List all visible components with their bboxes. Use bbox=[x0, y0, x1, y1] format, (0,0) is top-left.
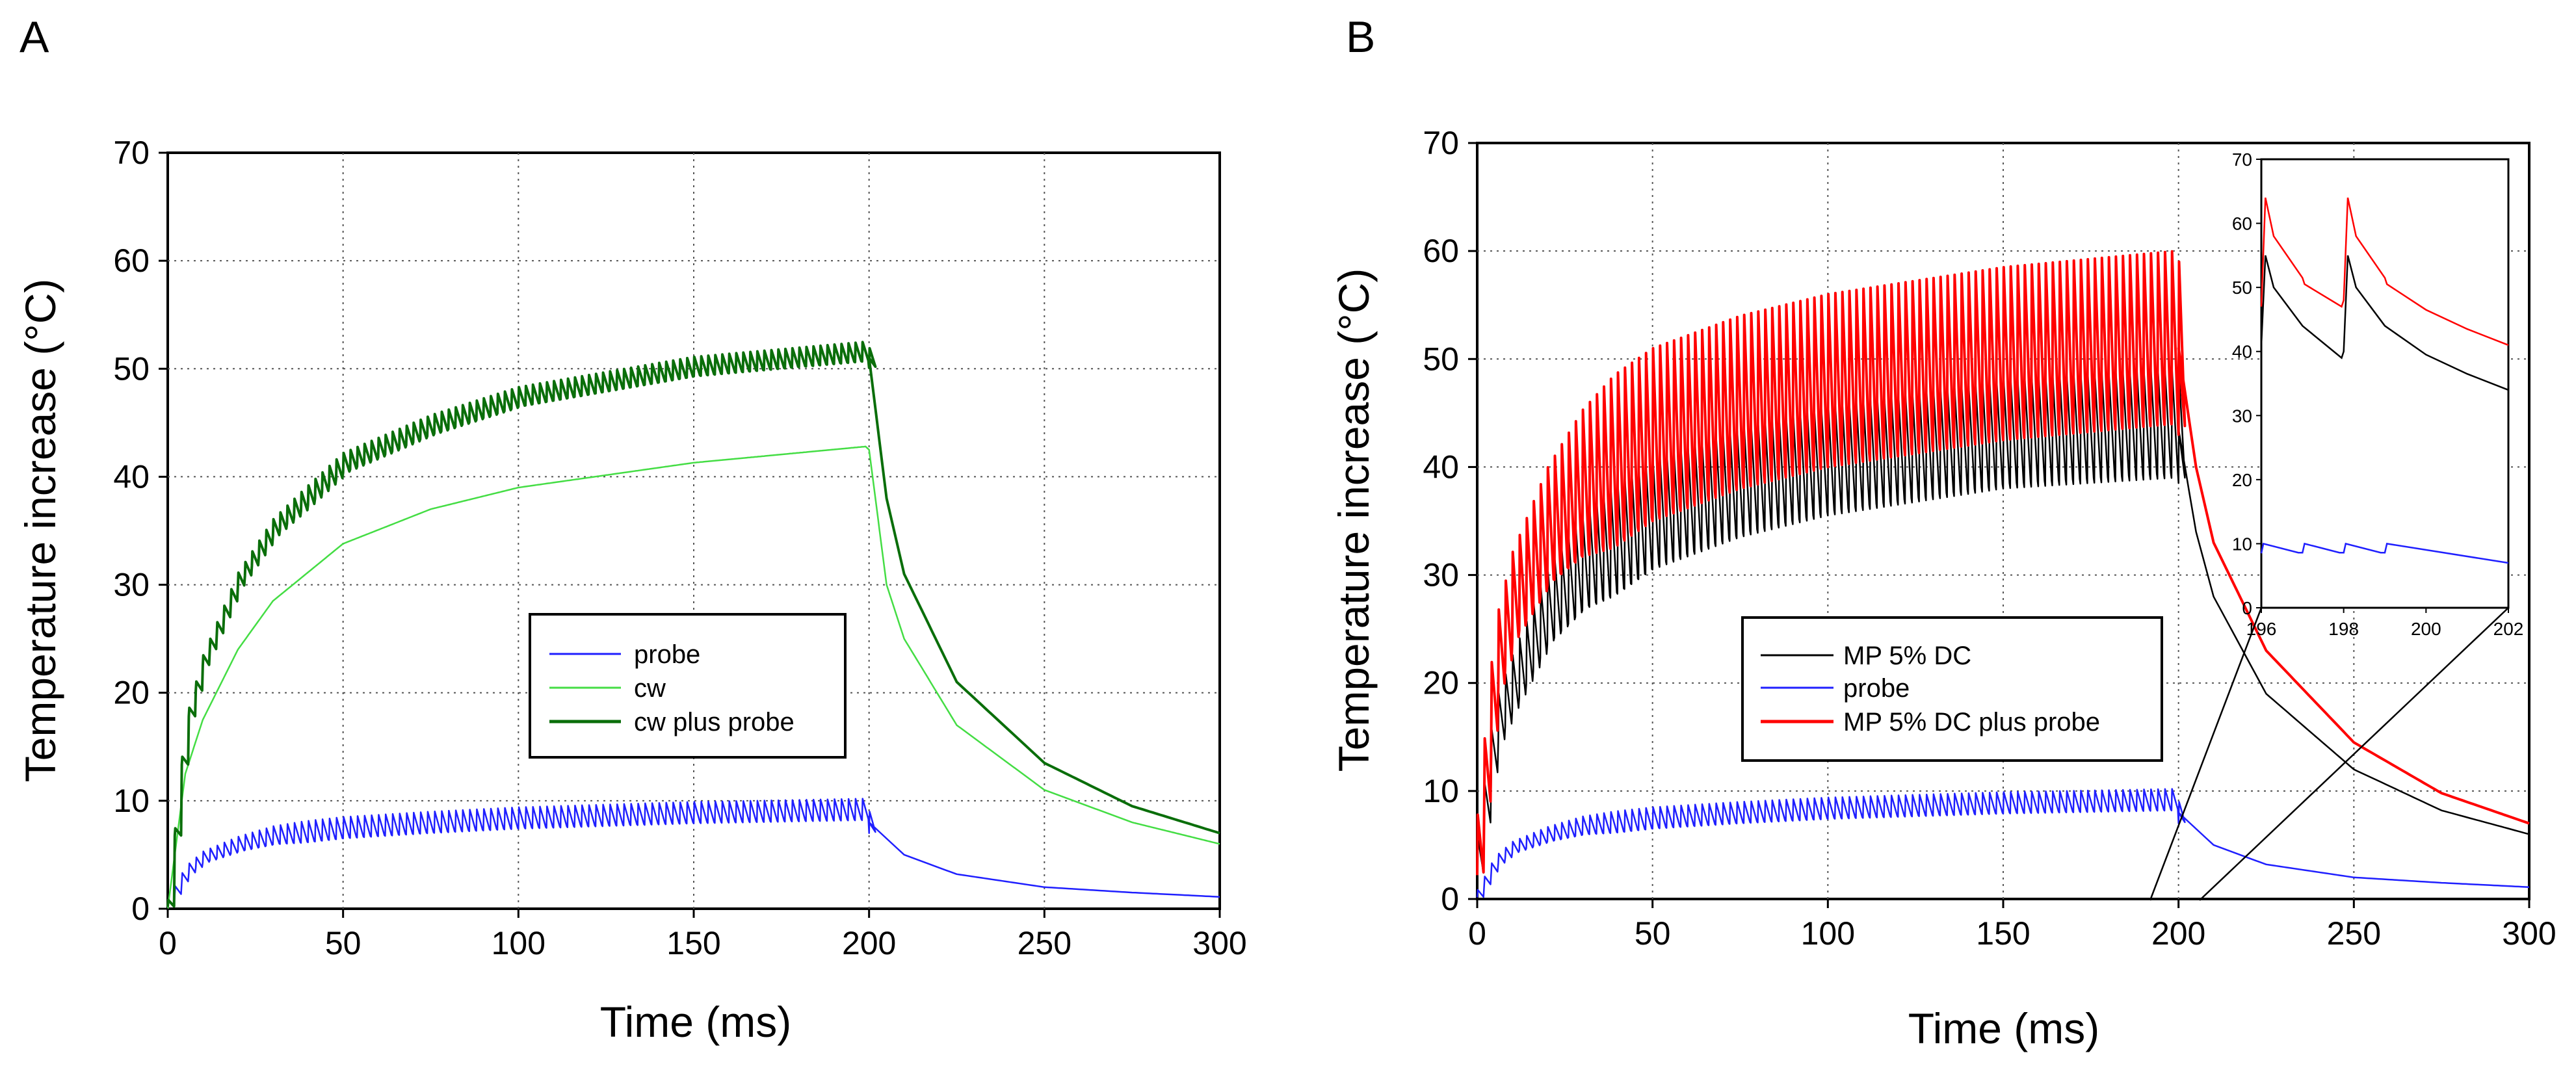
series-line-cw-plus-probe-a bbox=[166, 341, 1220, 908]
series-group-a bbox=[166, 341, 1220, 909]
x-tick-label-b: 0 bbox=[1468, 915, 1486, 952]
legend-b: MP 5% DC probe MP 5% DC plus probe bbox=[1741, 616, 2163, 762]
inset-x-tick-label: 202 bbox=[2493, 619, 2524, 639]
y-tick-label-a: 70 bbox=[113, 135, 150, 171]
y-tick-label-b: 50 bbox=[1423, 341, 1459, 377]
x-tick-label-b: 200 bbox=[2151, 915, 2205, 952]
series-line-cw-a bbox=[166, 445, 1220, 909]
y-tick-label-a: 10 bbox=[113, 783, 150, 819]
inset-series-line-mp-5-dc bbox=[2260, 255, 2509, 391]
panel-label-b: B bbox=[1346, 12, 1375, 62]
panel-a: A 0 50 100 150 200 250 300 0 10 20 30 40 50 60 70 Time… bbox=[16, 12, 1247, 1046]
y-tick-label-a: 50 bbox=[113, 350, 150, 387]
x-tick-label-b: 100 bbox=[1801, 915, 1855, 952]
inset-series-group bbox=[2260, 197, 2509, 564]
legend-box-b bbox=[1741, 616, 2163, 762]
x-tick-label-b: 250 bbox=[2327, 915, 2381, 952]
x-axis-title-a: Time (ms) bbox=[600, 998, 792, 1046]
x-tick-label-a: 100 bbox=[492, 925, 545, 961]
inset-series-line-mp-5-dc-plus-probe bbox=[2260, 197, 2509, 346]
zoom-connector-left bbox=[2149, 607, 2263, 901]
inset-y-tick-label: 30 bbox=[2232, 406, 2252, 426]
series-line-mp-5-dc-plus-probe-b bbox=[1476, 250, 2530, 876]
x-tick-label-a: 200 bbox=[842, 925, 896, 961]
y-tick-label-a: 20 bbox=[113, 675, 150, 711]
inset-x-tick-label: 200 bbox=[2411, 619, 2441, 639]
y-tick-label-a: 40 bbox=[113, 458, 150, 495]
x-axis-title-b: Time (ms) bbox=[1908, 1004, 2100, 1052]
x-tick-label-a: 150 bbox=[666, 925, 720, 961]
panel-label-a: A bbox=[20, 12, 49, 62]
y-tick-label-b: 40 bbox=[1423, 449, 1459, 485]
x-tick-label-a: 250 bbox=[1018, 925, 1071, 961]
inset-ticks: 196 198 200 202 0 10 20 30 40 50 60 70 bbox=[2232, 150, 2524, 639]
inset-y-tick-label: 20 bbox=[2232, 470, 2252, 490]
ticks-a: 0 50 100 150 200 250 300 0 10 20 30 40 50 60 70 bbox=[113, 135, 1246, 961]
y-tick-label-b: 10 bbox=[1423, 773, 1459, 809]
inset-y-tick-label: 60 bbox=[2232, 214, 2252, 234]
y-tick-label-b: 60 bbox=[1423, 233, 1459, 269]
y-tick-label-b: 70 bbox=[1423, 125, 1459, 161]
legend-label-probe-b: probe bbox=[1843, 674, 1910, 703]
series-group-b bbox=[1476, 250, 2530, 898]
inset-frame bbox=[2260, 158, 2510, 609]
series-line-probe-a bbox=[166, 798, 1220, 908]
legend-label-mp-b: MP 5% DC bbox=[1843, 642, 1971, 670]
y-tick-label-a: 30 bbox=[113, 567, 150, 603]
legend-label-probe-a: probe bbox=[634, 640, 700, 669]
series-line-probe-b bbox=[1476, 788, 2530, 898]
x-tick-label-a: 50 bbox=[325, 925, 361, 961]
inset-x-tick-label: 198 bbox=[2328, 619, 2359, 639]
x-tick-label-a: 300 bbox=[1192, 925, 1246, 961]
legend-label-mp-plus-probe-b: MP 5% DC plus probe bbox=[1843, 708, 2100, 736]
x-tick-label-b: 50 bbox=[1635, 915, 1671, 952]
inset-y-tick-label: 0 bbox=[2242, 598, 2252, 618]
legend-box-a bbox=[529, 613, 847, 759]
inset-y-tick-label: 10 bbox=[2232, 534, 2252, 554]
inset-y-tick-label: 50 bbox=[2232, 278, 2252, 298]
zoom-connector-right bbox=[2199, 607, 2509, 901]
inset-series-line-probe bbox=[2260, 542, 2509, 564]
inset-x-tick-label: 196 bbox=[2246, 619, 2277, 639]
y-axis-title-a: Temperature increase (°C) bbox=[16, 279, 64, 783]
y-tick-label-b: 30 bbox=[1423, 557, 1459, 593]
y-tick-label-b: 0 bbox=[1441, 881, 1459, 917]
y-axis-title-b: Temperature increase (°C) bbox=[1330, 268, 1378, 772]
inset-b: 196 198 200 202 0 10 20 30 40 50 60 70 bbox=[2232, 150, 2524, 639]
legend-label-cw-a: cw bbox=[634, 674, 666, 703]
y-tick-label-a: 60 bbox=[113, 242, 150, 279]
y-tick-label-b: 20 bbox=[1423, 665, 1459, 701]
legend-a: probe cw cw plus probe bbox=[529, 613, 847, 759]
x-tick-label-b: 300 bbox=[2502, 915, 2556, 952]
grid-a bbox=[168, 153, 1220, 909]
x-tick-label-b: 150 bbox=[1976, 915, 2030, 952]
inset-y-tick-label: 40 bbox=[2232, 342, 2252, 362]
legend-label-cw-plus-probe-a: cw plus probe bbox=[634, 708, 795, 736]
inset-y-tick-label: 70 bbox=[2232, 150, 2252, 170]
y-tick-label-a: 0 bbox=[131, 891, 150, 927]
x-tick-label-a: 0 bbox=[159, 925, 177, 961]
